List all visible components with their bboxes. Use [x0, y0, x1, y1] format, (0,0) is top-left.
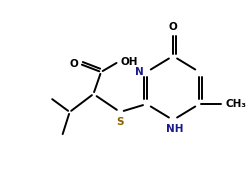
Text: O: O [169, 22, 177, 32]
Text: OH: OH [120, 57, 138, 67]
Text: O: O [69, 59, 78, 69]
Text: NH: NH [166, 124, 184, 134]
Text: S: S [116, 117, 124, 127]
Text: N: N [135, 67, 144, 77]
Text: CH₃: CH₃ [225, 99, 246, 109]
